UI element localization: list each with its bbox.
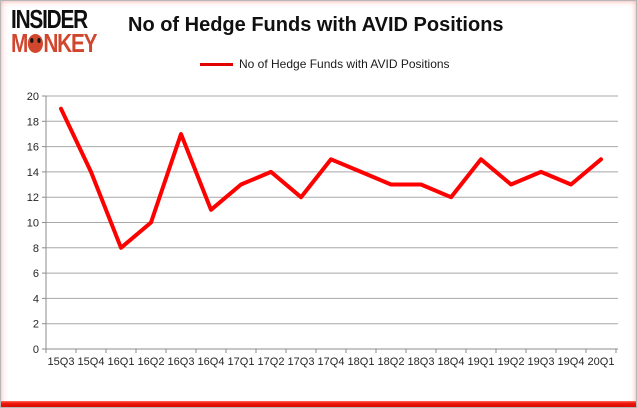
y-axis-label: 4 (33, 293, 39, 305)
y-axis-label: 8 (33, 243, 39, 255)
y-axis-label: 2 (33, 319, 39, 331)
x-axis-label: 18Q1 (348, 356, 375, 368)
x-axis-label: 18Q2 (378, 356, 405, 368)
x-axis-label: 18Q3 (408, 356, 435, 368)
chart-title: No of Hedge Funds with AVID Positions (128, 14, 504, 36)
red-bottom-border (1, 401, 636, 407)
x-axis-label: 20Q1 (588, 356, 615, 368)
insider-monkey-logo: INSIDER M NKEY (11, 4, 118, 58)
legend-label: No of Hedge Funds with AVID Positions (239, 57, 450, 71)
y-axis-label: 14 (27, 167, 39, 179)
x-axis-label: 16Q3 (168, 356, 195, 368)
x-axis-label: 17Q3 (288, 356, 315, 368)
y-axis-label: 6 (33, 268, 39, 280)
x-axis-label: 16Q1 (108, 356, 135, 368)
y-axis-label: 18 (27, 116, 39, 128)
logo-monkey-text: M NKEY (11, 27, 98, 58)
x-axis-label: 19Q1 (468, 356, 495, 368)
x-axis-label: 17Q1 (228, 356, 255, 368)
x-axis-label: 19Q4 (558, 356, 585, 368)
y-axis-label: 20 (27, 91, 39, 103)
chart-legend: No of Hedge Funds with AVID Positions (200, 57, 450, 71)
x-axis-label: 16Q2 (138, 356, 165, 368)
x-axis-label: 15Q3 (48, 356, 75, 368)
monkey-face-icon (27, 33, 43, 53)
x-axis-label: 19Q2 (498, 356, 525, 368)
x-axis-label: 19Q3 (528, 356, 555, 368)
x-axis-label: 17Q2 (258, 356, 285, 368)
legend-line-swatch (200, 62, 233, 66)
logo-insider-text: INSIDER (11, 4, 88, 34)
x-axis-label: 15Q4 (78, 356, 105, 368)
y-axis-label: 16 (27, 142, 39, 154)
y-axis-label: 0 (33, 344, 39, 356)
y-axis-label: 10 (27, 218, 39, 230)
x-axis-label: 16Q4 (198, 356, 225, 368)
data-line (59, 106, 603, 250)
y-axis-label: 12 (27, 192, 39, 204)
x-axis-label: 17Q4 (318, 356, 345, 368)
x-axis-label: 18Q4 (438, 356, 465, 368)
